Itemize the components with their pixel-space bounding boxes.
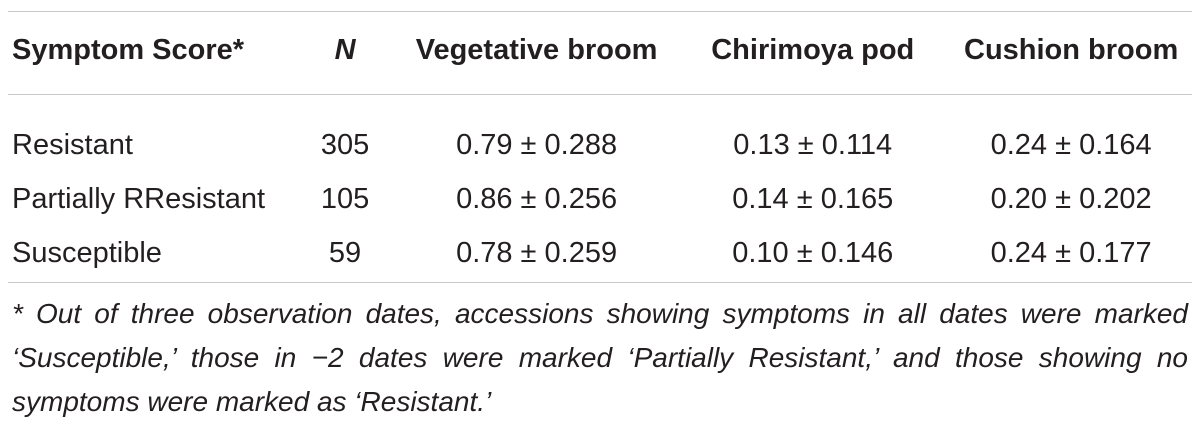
cell-chirimoya-pod: 0.10 ± 0.146: [732, 236, 894, 269]
cell-cushion-broom: 0.24 ± 0.177: [990, 236, 1152, 269]
header-n: N: [334, 33, 356, 66]
cell-n: 105: [320, 182, 370, 215]
cell-symptom-score: Resistant: [12, 128, 133, 161]
cell-chirimoya-pod: 0.14 ± 0.165: [732, 182, 894, 215]
cell-chirimoya-pod: 0.13 ± 0.114: [733, 128, 893, 161]
header-rule: [8, 94, 1192, 95]
header-cushion-broom: Cushion broom: [964, 33, 1179, 66]
top-rule: [8, 11, 1192, 12]
cell-n: 59: [328, 236, 362, 269]
cell-n: 305: [320, 128, 370, 161]
cell-symptom-score: Susceptible: [12, 236, 162, 269]
header-symptom-score: Symptom Score*: [12, 33, 245, 66]
data-table: Symptom Score* N Vegetative broom Chirim…: [0, 0, 1200, 280]
table-footnote: * Out of three observation dates, access…: [12, 298, 1188, 417]
table-header: Symptom Score* N Vegetative broom Chirim…: [0, 0, 1200, 94]
table-row: Partially RResistant 105 0.86 ± 0.256 0.…: [0, 172, 1200, 226]
header-row: Symptom Score* N Vegetative broom Chirim…: [0, 0, 1200, 94]
header-vegetative-broom: Vegetative broom: [415, 33, 658, 66]
cell-vegetative-broom: 0.78 ± 0.259: [456, 236, 618, 269]
cell-cushion-broom: 0.20 ± 0.202: [990, 182, 1152, 215]
header-chirimoya-pod: Chirimoya pod: [711, 33, 915, 66]
cell-vegetative-broom: 0.86 ± 0.256: [456, 182, 618, 215]
table-row: Susceptible 59 0.78 ± 0.259 0.10 ± 0.146…: [0, 226, 1200, 280]
table-row: Resistant 305 0.79 ± 0.288 0.13 ± 0.114 …: [0, 94, 1200, 172]
cell-symptom-score: Partially RResistant: [12, 182, 266, 215]
cell-cushion-broom: 0.24 ± 0.164: [990, 128, 1152, 161]
cell-vegetative-broom: 0.79 ± 0.288: [456, 128, 618, 161]
table-body: Resistant 305 0.79 ± 0.288 0.13 ± 0.114 …: [0, 94, 1200, 280]
bottom-rule: [8, 282, 1192, 283]
